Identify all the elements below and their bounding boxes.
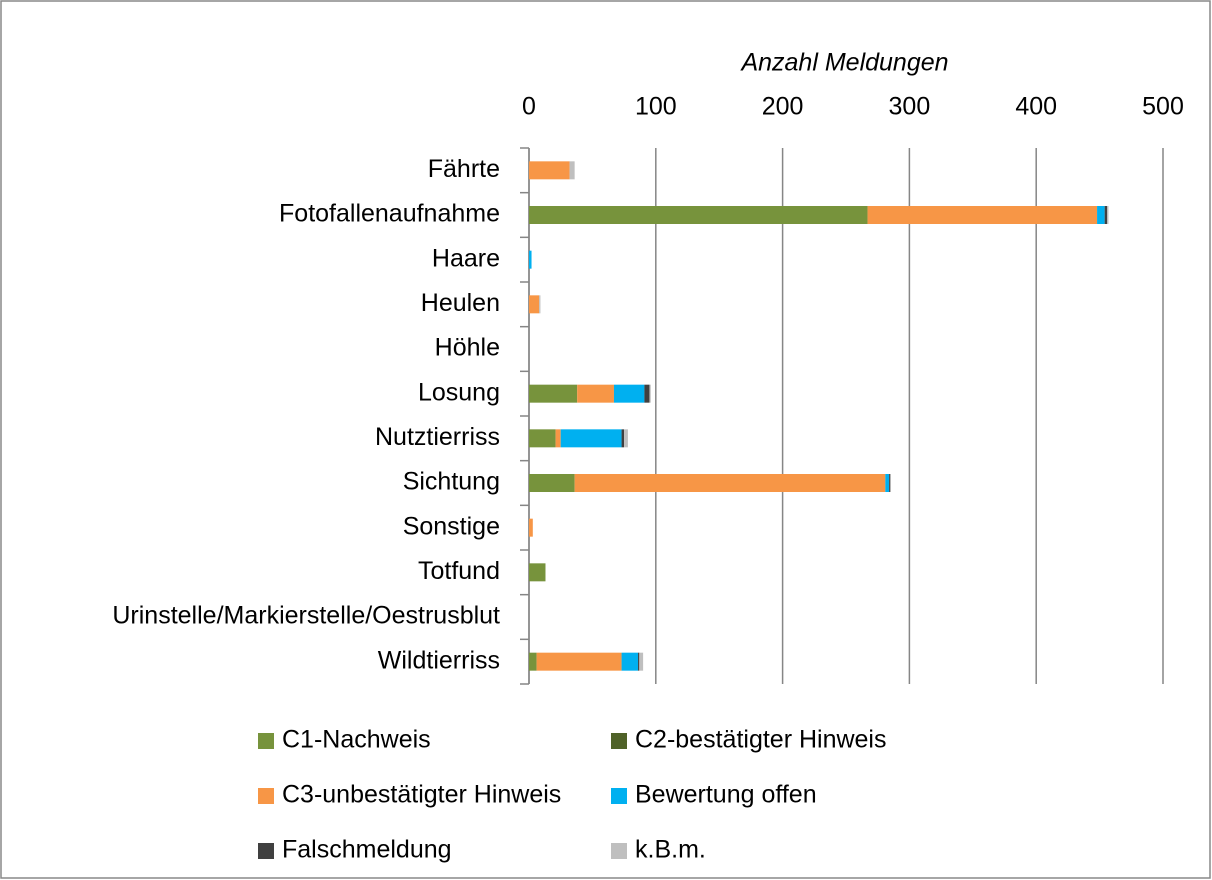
bar-segment	[560, 429, 622, 448]
y-tick-label: Urinstelle/Markierstelle/Oestrusblut	[112, 602, 500, 630]
bar-segment	[539, 295, 541, 314]
legend-label: Bewertung offen	[635, 781, 817, 809]
legend-label: k.B.m.	[635, 836, 706, 864]
x-tick-label: 300	[889, 93, 931, 121]
bar-segment	[529, 206, 868, 224]
x-tick-label: 200	[762, 93, 804, 121]
x-tick-label: 100	[635, 93, 677, 121]
x-tick-label: 500	[1142, 93, 1184, 121]
legend-swatch	[258, 733, 274, 749]
bar-segment	[621, 652, 639, 671]
bar-segment	[529, 161, 570, 180]
legend-label: Falschmeldung	[282, 836, 452, 864]
y-tick-label: Haare	[432, 244, 500, 272]
legend-swatch	[258, 788, 274, 804]
bar-segment	[639, 652, 644, 671]
y-tick-label: Nutztierriss	[375, 423, 500, 451]
bar-segment	[529, 652, 537, 671]
bar-segment	[1104, 206, 1108, 224]
bar-segment	[529, 384, 578, 403]
bar-segment	[885, 474, 890, 492]
y-tick-label: Totfund	[418, 557, 500, 585]
x-tick-label: 0	[522, 93, 536, 121]
legend-swatch	[611, 733, 627, 749]
x-tick-label: 400	[1015, 93, 1057, 121]
bar-segment	[624, 429, 628, 448]
bar-segment	[555, 429, 561, 448]
y-tick-label: Fotofallenaufnahme	[279, 200, 500, 228]
bar-segment	[621, 429, 625, 448]
bar-segment	[529, 429, 556, 448]
bar-segment	[1107, 206, 1109, 224]
bar-segment	[867, 206, 1098, 224]
bar-segment	[574, 474, 886, 492]
legend-swatch	[611, 843, 627, 859]
legend-swatch	[258, 843, 274, 859]
legend-swatch	[611, 788, 627, 804]
legend-label: C1-Nachweis	[282, 726, 431, 754]
bar-segment	[644, 384, 650, 403]
bar-segment	[529, 250, 532, 269]
bar-segment	[536, 652, 622, 671]
y-tick-label: Heulen	[421, 289, 500, 317]
bar-segment	[529, 295, 540, 314]
bar-segment	[529, 518, 533, 537]
x-axis-title: Anzahl Meldungen	[739, 49, 948, 77]
y-tick-label: Höhle	[435, 334, 500, 362]
bar-segment	[529, 563, 546, 582]
y-tick-label: Sichtung	[403, 468, 500, 496]
bar-segment	[638, 652, 640, 671]
y-tick-label: Fährte	[428, 155, 500, 183]
y-tick-label: Wildtierriss	[378, 646, 500, 674]
bar-segment	[1097, 206, 1105, 224]
legend-label: C2-bestätigter Hinweis	[635, 726, 887, 754]
bar-segment	[577, 384, 614, 403]
legend-label: C3-unbestätigter Hinweis	[282, 781, 561, 809]
bar-segment	[649, 384, 651, 403]
y-tick-label: Losung	[418, 378, 500, 406]
bar-segment	[569, 161, 575, 180]
bar-segment	[889, 474, 891, 492]
bar-segment	[529, 474, 575, 492]
bar-segment	[613, 384, 645, 403]
y-tick-label: Sonstige	[403, 512, 500, 540]
